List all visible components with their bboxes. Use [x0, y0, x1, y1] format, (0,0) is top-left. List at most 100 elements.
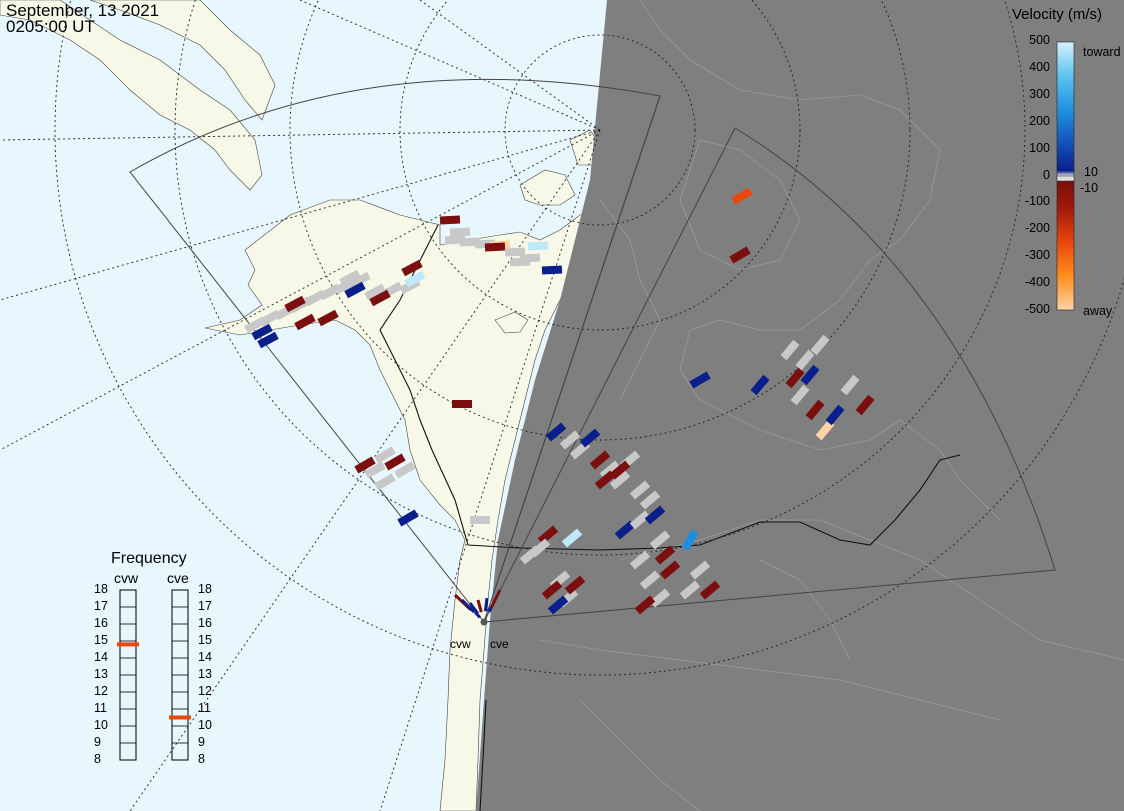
- scatter-cell: [634, 595, 656, 615]
- frequency-radar-cve: cve: [167, 570, 189, 586]
- scatter-cell: [639, 490, 661, 510]
- site-label-cve: cve: [490, 637, 509, 651]
- scatter-cell: [559, 430, 581, 450]
- near-range-echo: [460, 598, 476, 614]
- scatter-cell: [609, 460, 631, 480]
- scatter-cell: [404, 270, 426, 288]
- scatter-cell: [629, 550, 651, 570]
- scatter-cell: [599, 460, 621, 480]
- frequency-tick: 8: [94, 752, 101, 766]
- scatter-cell: [810, 334, 830, 356]
- frequency-tick: 11: [198, 701, 211, 715]
- scatter-cell: [780, 339, 800, 361]
- scatter-cell: [609, 470, 631, 490]
- scatter-cell: [394, 461, 416, 479]
- scatter-cell: [519, 545, 541, 565]
- scatter-cell: [629, 480, 651, 500]
- scatter-cell: [284, 295, 306, 313]
- frequency-tick: 13: [94, 667, 108, 681]
- date-label: September, 13 2021: [6, 1, 160, 20]
- frequency-marker-cvw: [117, 642, 139, 647]
- velocity-colorbar: [1056, 41, 1075, 311]
- frequency-tick: 10: [198, 718, 212, 732]
- velocity-tick: 200: [1029, 113, 1050, 128]
- night-terminator-region: [476, 0, 1124, 811]
- scatter-cell: [401, 259, 423, 277]
- scatter-cell: [750, 374, 770, 396]
- away-label: away: [1083, 304, 1113, 318]
- near-range-echo: [489, 589, 502, 609]
- scatter-cell: [369, 289, 391, 307]
- frequency-tick: 18: [198, 582, 212, 596]
- scatter-cell: [629, 510, 651, 530]
- velocity-tick: -200: [1024, 221, 1050, 236]
- scatter-cell: [527, 241, 549, 251]
- scatter-cell: [537, 525, 559, 545]
- scatter-cell: [397, 509, 419, 527]
- velocity-tick: 500: [1029, 33, 1050, 47]
- scatter-cell: [649, 530, 671, 550]
- scatter-cell: [364, 283, 386, 301]
- frequency-tick: 13: [198, 667, 212, 681]
- scatter-cell: [349, 271, 371, 289]
- scatter-cell: [825, 404, 845, 426]
- scatter-cell: [815, 419, 835, 441]
- frequency-tick: 16: [94, 616, 108, 630]
- scatter-cell: [639, 570, 661, 590]
- scatter-cell: [800, 364, 820, 386]
- scatter-cell: [805, 399, 825, 421]
- scatter-cell: [561, 528, 583, 548]
- scatter-cell: [649, 588, 671, 608]
- land-layer: [0, 0, 601, 811]
- velocity-label-10: 10: [1084, 165, 1098, 179]
- velocity-tick: -400: [1024, 275, 1050, 290]
- scatter-cell: [374, 473, 396, 491]
- scatter-cell: [344, 281, 366, 299]
- frequency-tick: 9: [198, 735, 205, 749]
- scatter-cell: [257, 331, 279, 349]
- scatter-cell: [855, 394, 875, 416]
- scatter-cell: [339, 269, 361, 287]
- scatter-cell: [785, 367, 805, 389]
- frequency-tick: 14: [94, 650, 108, 664]
- scatter-cell: [470, 516, 490, 524]
- scatter-cell: [795, 349, 815, 371]
- scatter-cell: [452, 400, 472, 408]
- frequency-tick: 17: [198, 599, 212, 613]
- site-label-cvw: cvw: [450, 637, 471, 651]
- near-range-echo: [473, 610, 482, 619]
- frequency-tick: 9: [94, 735, 101, 749]
- scatter-cell: [594, 470, 616, 490]
- scatter-cell: [384, 453, 406, 471]
- frequency-radar-cvw: cvw: [114, 570, 139, 586]
- frequency-tick: 12: [94, 684, 108, 698]
- scatter-cell: [689, 371, 711, 389]
- scatter-cell: [509, 257, 531, 267]
- scatter-cell: [504, 247, 526, 257]
- time-label: 0205:00 UT: [6, 17, 95, 36]
- velocity-tick: -500: [1024, 302, 1050, 316]
- colorbar-zero-band: [1056, 175, 1075, 182]
- near-range-echo: [483, 597, 489, 612]
- radar-fov-outlines: [129, 78, 1056, 624]
- scatter-cell: [545, 422, 567, 442]
- frequency-tick: 15: [198, 633, 212, 647]
- velocity-tick: 300: [1029, 86, 1050, 101]
- scatter-cell: [541, 580, 563, 600]
- velocity-tick: 100: [1029, 140, 1050, 155]
- frequency-title: Frequency: [111, 550, 187, 567]
- scatter-cell: [644, 505, 666, 525]
- scatter-cell: [679, 580, 701, 600]
- velocity-tick: 0: [1043, 167, 1050, 182]
- near-range-echo: [476, 599, 483, 613]
- siberia-landmass: [0, 0, 263, 191]
- political-boundaries: [379, 224, 961, 811]
- velocity-title: Velocity (m/s): [1012, 6, 1103, 23]
- frequency-tick: 17: [94, 599, 108, 613]
- frequency-tick: 8: [198, 752, 205, 766]
- scatter-cell: [729, 246, 751, 264]
- scatter-cell: [699, 580, 721, 600]
- scatter-cell: [654, 545, 676, 565]
